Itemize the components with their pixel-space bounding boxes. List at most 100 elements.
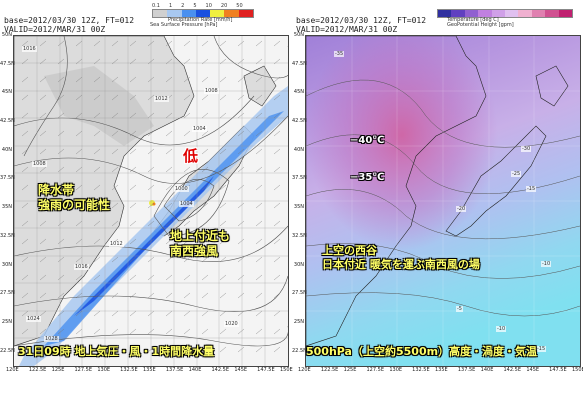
wind-barb [75, 184, 83, 191]
wind-barb [165, 310, 173, 317]
wind-barb [183, 346, 191, 353]
wind-barb [147, 148, 155, 155]
wind-barb [219, 328, 227, 335]
temp-legend-swatch [545, 10, 559, 17]
wind-barb [273, 328, 281, 335]
wind-barb [237, 292, 245, 299]
wind-barb [183, 220, 191, 227]
wind-barb [57, 346, 65, 353]
wind-barb [129, 328, 137, 335]
wind-barb [21, 346, 29, 353]
latitude-tick: 42.5N [292, 118, 307, 125]
wind-barb [129, 220, 137, 227]
latitude-tick: 35N [293, 204, 304, 211]
isoline-label: -15 [536, 346, 547, 352]
wind-barb [39, 58, 47, 65]
wind-barb [129, 202, 137, 209]
wind-barb [129, 148, 137, 155]
wind-barb [201, 220, 209, 227]
wind-barb [165, 202, 173, 209]
wind-barb [255, 238, 263, 245]
wind-barb [21, 76, 29, 83]
wind-barb [57, 328, 65, 335]
wind-barb [57, 184, 65, 191]
wind-barb [237, 346, 245, 353]
latitude-tick: 37.5N [292, 175, 307, 182]
wind-barb [75, 202, 83, 209]
precip-intense-spot [152, 202, 156, 206]
wind-barb [255, 256, 263, 263]
longitude-tick: 150E [280, 367, 293, 373]
wind-barb [111, 220, 119, 227]
surface-map-svg [14, 36, 288, 366]
longitude-tick: 137.5E [165, 367, 184, 373]
wind-barb [39, 310, 47, 317]
wind-barb [147, 274, 155, 281]
wind-barb [21, 94, 29, 101]
latitude-tick: 30N [1, 261, 12, 268]
isoline-label: -35 [334, 51, 345, 57]
wind-barb [219, 58, 227, 65]
latitude-tick: 35N [1, 204, 12, 211]
wind-barb [255, 148, 263, 155]
wind-barb [39, 76, 47, 83]
wind-barb [219, 184, 227, 191]
wind-barb [93, 346, 101, 353]
wind-barb [219, 148, 227, 155]
hokkaido [243, 65, 277, 107]
wind-barb [165, 292, 173, 299]
wind-barb [21, 202, 29, 209]
wind-barb [165, 76, 173, 83]
wind-barb [39, 40, 47, 47]
surface-map-panel: 0.1 1 2 5 10 20 50 Precipitation Rate [mm/h] S… [0, 0, 293, 400]
wind-barb [57, 238, 65, 245]
wind-barb [255, 292, 263, 299]
isobar-label: 1012 [154, 96, 169, 102]
wind-barb [93, 130, 101, 137]
wind-barb [273, 148, 281, 155]
longitude-tick: 132.5E [120, 367, 138, 373]
wind-barb [57, 40, 65, 47]
wind-barb [93, 256, 101, 263]
longitude-tick: 122.5E [320, 367, 339, 373]
wind-barb [237, 328, 245, 335]
wind-barb [75, 328, 83, 335]
wind-barb [147, 40, 155, 47]
temp-legend-swatch [438, 10, 452, 17]
wind-barb [255, 346, 263, 353]
wind-barb [273, 130, 281, 137]
wind-barb [201, 58, 209, 65]
upper-air-map-panel: Temperature [deg C] GeoPotential Height … [292, 0, 583, 400]
precip-legend-tick: 50 [236, 3, 243, 9]
wind-barb [165, 148, 173, 155]
wind-barb [129, 166, 137, 173]
wind-barb [39, 346, 47, 353]
isobar-label: 1008 [32, 161, 47, 167]
wind-barb [75, 310, 83, 317]
latitude-tick: 40N [1, 146, 12, 153]
height-legend-title: GeoPotential Height [gpm] [447, 22, 514, 28]
precip-legend-ticks: 0.1 1 2 5 10 20 50 [152, 3, 243, 9]
wind-barb [201, 166, 209, 173]
wind-barb [75, 166, 83, 173]
latitude-tick: 27.5N [0, 290, 15, 297]
precip-legend-tick: 20 [220, 3, 228, 9]
wind-barb [129, 256, 137, 263]
wind-barb [255, 184, 263, 191]
isoline-label: -15 [526, 186, 537, 192]
wind-barb [219, 238, 227, 245]
wind-barb [111, 346, 119, 353]
wind-barb [147, 346, 155, 353]
precip-legend-tick: 10 [205, 3, 212, 9]
wind-barb [147, 58, 155, 65]
wind-barb [219, 202, 227, 209]
wind-barb [165, 346, 173, 353]
height-contours [306, 79, 580, 317]
wind-barb [255, 274, 263, 281]
wind-barb [273, 94, 281, 101]
longitude-tick: 120E [298, 367, 311, 373]
wind-barb [111, 184, 119, 191]
wind-barb [147, 238, 155, 245]
wind-barb [39, 94, 47, 101]
isobar-label: 1028 [44, 336, 59, 342]
